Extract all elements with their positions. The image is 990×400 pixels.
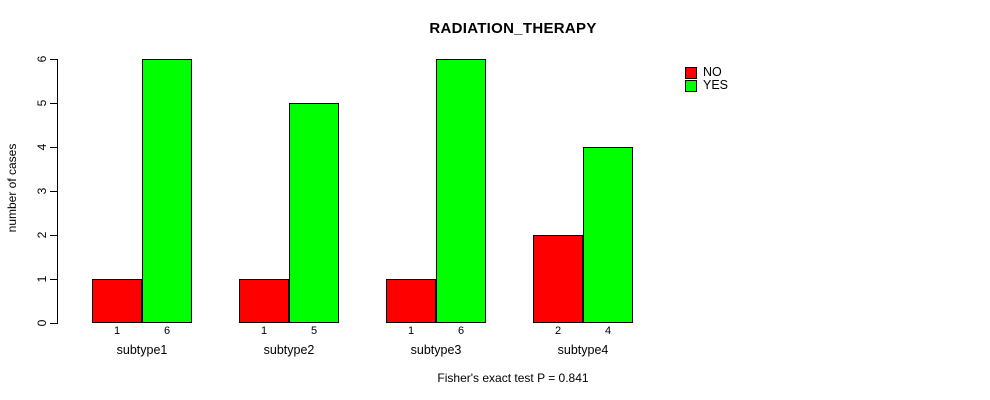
y-tick-label: 4 bbox=[35, 143, 49, 151]
bar-yes-subtype4 bbox=[583, 147, 633, 323]
bar-count-label: 2 bbox=[554, 325, 562, 337]
bar-yes-subtype3 bbox=[436, 59, 486, 323]
y-tick-label: 2 bbox=[35, 231, 49, 239]
category-label-subtype1: subtype1 bbox=[116, 343, 168, 357]
bar-count-label: 5 bbox=[310, 325, 318, 337]
y-tick-label: 3 bbox=[35, 187, 49, 195]
y-tick bbox=[50, 279, 57, 280]
bar-no-subtype1 bbox=[92, 279, 142, 323]
y-tick-label: 0 bbox=[35, 319, 49, 327]
legend-item-no: NO bbox=[685, 65, 722, 79]
y-tick bbox=[50, 147, 57, 148]
y-axis-title: number of cases bbox=[5, 143, 19, 233]
category-label-subtype2: subtype2 bbox=[263, 343, 315, 357]
legend-label: YES bbox=[703, 78, 729, 92]
legend-swatch-yes bbox=[685, 79, 697, 92]
legend-item-yes: YES bbox=[685, 78, 729, 92]
bar-count-label: 1 bbox=[113, 325, 121, 337]
bar-no-subtype2 bbox=[239, 279, 289, 323]
y-tick-label: 6 bbox=[35, 55, 49, 63]
bar-count-label: 6 bbox=[163, 325, 171, 337]
bar-yes-subtype1 bbox=[142, 59, 192, 323]
category-label-subtype4: subtype4 bbox=[557, 343, 609, 357]
legend-label: NO bbox=[703, 65, 722, 79]
y-tick bbox=[50, 103, 57, 104]
chart-title: RADIATION_THERAPY bbox=[429, 20, 597, 37]
fisher-test-annotation: Fisher's exact test P = 0.841 bbox=[437, 371, 589, 385]
category-label-subtype3: subtype3 bbox=[410, 343, 462, 357]
legend-swatch-no bbox=[685, 66, 697, 79]
y-tick-label: 5 bbox=[35, 99, 49, 107]
bar-count-label: 1 bbox=[260, 325, 268, 337]
y-tick bbox=[50, 323, 57, 324]
bar-no-subtype3 bbox=[386, 279, 436, 323]
y-tick bbox=[50, 191, 57, 192]
bar-count-label: 1 bbox=[407, 325, 415, 337]
bar-count-label: 6 bbox=[457, 325, 465, 337]
bar-no-subtype4 bbox=[533, 235, 583, 323]
bar-yes-subtype2 bbox=[289, 103, 339, 323]
bar-count-label: 4 bbox=[604, 325, 612, 337]
y-tick-label: 1 bbox=[35, 275, 49, 283]
y-tick bbox=[50, 59, 57, 60]
y-axis-line bbox=[57, 59, 58, 324]
y-tick bbox=[50, 235, 57, 236]
